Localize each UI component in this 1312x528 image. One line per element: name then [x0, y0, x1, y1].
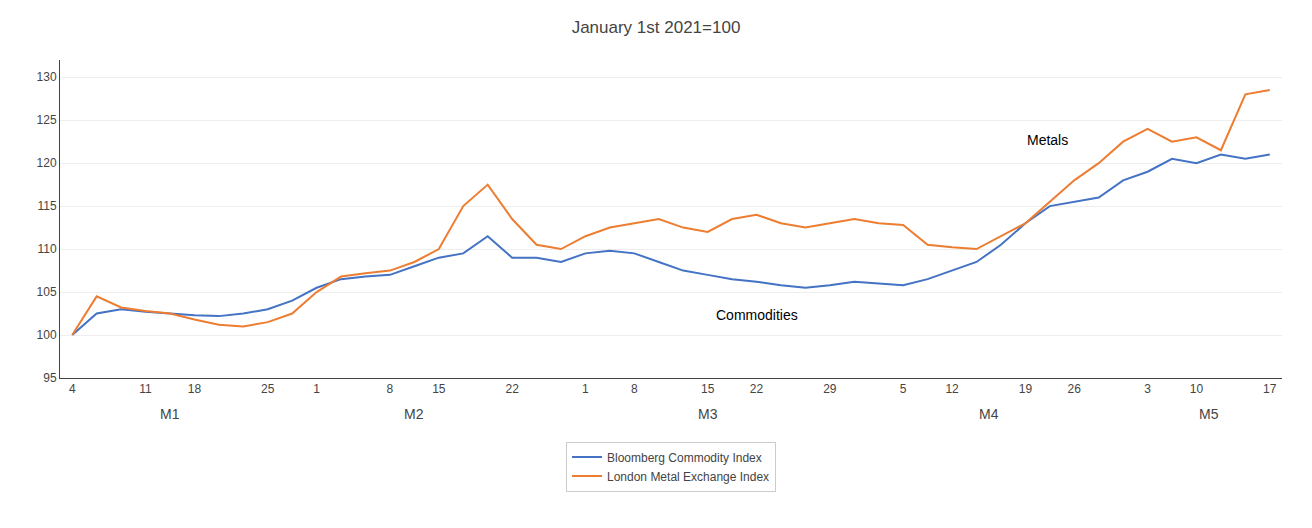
svg-text:12: 12: [945, 382, 959, 396]
svg-text:130: 130: [37, 70, 57, 84]
svg-text:125: 125: [37, 113, 57, 127]
svg-text:15: 15: [701, 382, 715, 396]
svg-text:29: 29: [823, 382, 837, 396]
svg-text:120: 120: [37, 156, 57, 170]
svg-text:18: 18: [188, 382, 202, 396]
svg-text:8: 8: [387, 382, 394, 396]
svg-text:11: 11: [139, 382, 152, 396]
svg-text:25: 25: [261, 382, 275, 396]
svg-text:M4: M4: [979, 406, 999, 422]
svg-text:22: 22: [750, 382, 764, 396]
svg-text:Metals: Metals: [1027, 132, 1068, 148]
svg-text:17: 17: [1263, 382, 1277, 396]
svg-text:10: 10: [1190, 382, 1204, 396]
svg-text:5: 5: [900, 382, 907, 396]
svg-text:22: 22: [505, 382, 519, 396]
svg-text:115: 115: [37, 199, 56, 213]
svg-text:8: 8: [631, 382, 638, 396]
svg-text:15: 15: [432, 382, 446, 396]
svg-text:M1: M1: [160, 406, 180, 422]
svg-text:1: 1: [582, 382, 589, 396]
svg-text:100: 100: [37, 328, 57, 342]
svg-text:26: 26: [1068, 382, 1082, 396]
svg-text:110: 110: [37, 242, 56, 256]
svg-text:105: 105: [37, 285, 57, 299]
svg-text:3: 3: [1144, 382, 1151, 396]
svg-text:M2: M2: [404, 406, 424, 422]
svg-text:19: 19: [1019, 382, 1033, 396]
svg-text:London Metal Exchange Index: London Metal Exchange Index: [607, 470, 769, 484]
svg-text:January 1st 2021=100: January 1st 2021=100: [572, 18, 741, 37]
svg-text:Bloomberg Commodity Index: Bloomberg Commodity Index: [607, 451, 762, 465]
svg-text:1: 1: [313, 382, 320, 396]
svg-text:M3: M3: [698, 406, 718, 422]
svg-text:Commodities: Commodities: [716, 307, 798, 323]
svg-text:4: 4: [69, 382, 76, 396]
svg-text:95: 95: [43, 371, 57, 385]
svg-text:M5: M5: [1199, 406, 1219, 422]
